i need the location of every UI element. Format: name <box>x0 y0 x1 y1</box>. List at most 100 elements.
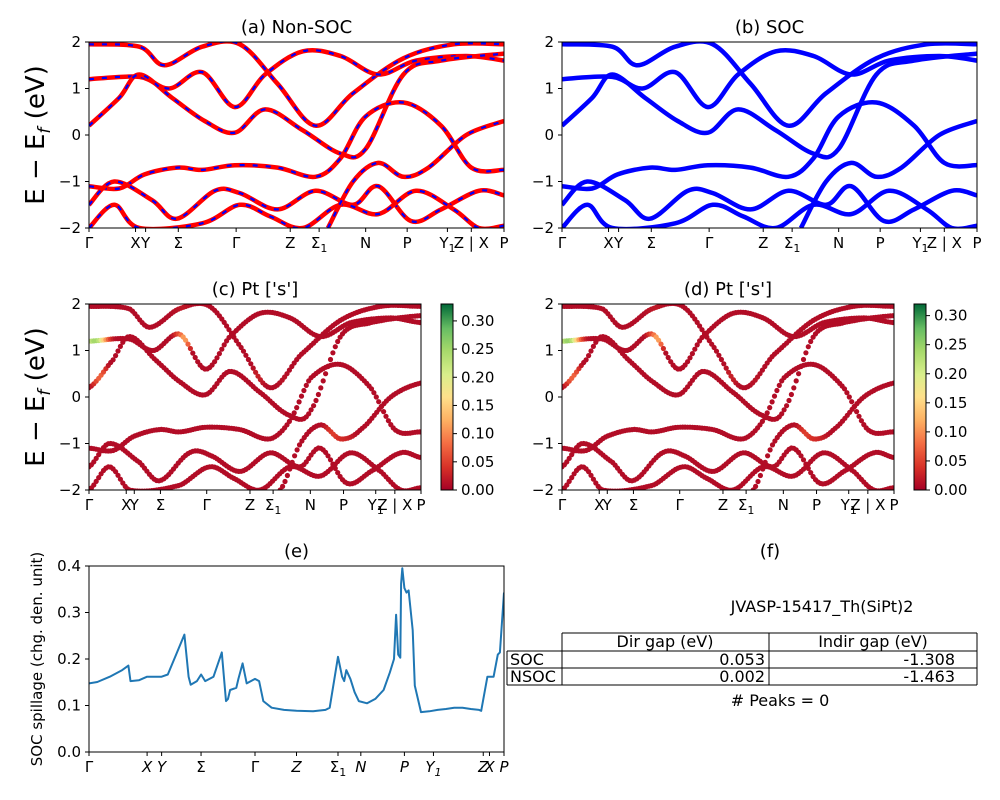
projection-point <box>219 346 225 352</box>
table-cell-nsoc-dir: 0.002 <box>719 667 765 686</box>
projection-point <box>854 409 860 415</box>
projection-point <box>226 327 232 333</box>
projection-point <box>315 391 321 398</box>
panel-a-nonsoc-bands: (a) Non-SOC −2 −1 0 1 2 Γ X Y Σ Γ Z Σ1 N P Y1Z | X P <box>59 17 509 255</box>
colorbar-tick-label: 0.10 <box>461 425 494 443</box>
panel-e-xtick-label: X <box>483 758 495 776</box>
colorbar-tick-label: 0.25 <box>934 336 967 354</box>
band-line-nonsoc-dash <box>89 49 504 109</box>
projection-point <box>767 405 773 411</box>
projection-point <box>663 350 669 356</box>
projection-point <box>798 453 804 459</box>
band-line-soc <box>562 188 977 228</box>
panel-b-xtick-label: P <box>876 234 885 252</box>
panel-c-xtick-label: P <box>339 496 348 514</box>
projection-point <box>376 399 382 405</box>
energy-ylabel-middle: E − Ef (eV) <box>21 327 55 467</box>
projection-point <box>96 452 102 458</box>
projection-point <box>569 452 575 458</box>
panel-b-xtick-label: Y <box>613 234 624 252</box>
projection-point <box>117 476 123 482</box>
band-line-soc <box>798 118 977 228</box>
projection-point <box>757 472 764 479</box>
panel-d-xtick-label: Y <box>602 496 613 514</box>
projection-point <box>417 380 421 386</box>
projection-point <box>890 485 894 490</box>
projection-point <box>590 476 597 482</box>
panel-a-plot-area <box>89 42 504 228</box>
projection-point <box>697 323 703 329</box>
panel-c-xtick-label: Σ <box>156 496 165 514</box>
panel-d-plot-area <box>562 304 894 490</box>
projection-point <box>368 386 375 392</box>
panel-d-xtick-label: Z | X <box>850 496 885 514</box>
panel-e-ylabel: SOC spillage (chg. den. unit) <box>28 552 46 767</box>
projection-point <box>586 353 592 359</box>
panel-d-frame <box>561 303 895 491</box>
panel-d-ytick-label: −2 <box>532 481 554 499</box>
projection-point <box>323 371 329 377</box>
panel-d-ytick-label: −1 <box>532 435 554 453</box>
panel-c-ytick-label: 1 <box>71 342 81 360</box>
panel-e-title: (e) <box>284 541 309 562</box>
projection-point <box>796 371 802 377</box>
projection-point <box>588 348 594 354</box>
panel-e-xtick-label: Z <box>290 758 302 776</box>
panel-e-xtick-label: Z <box>477 758 489 776</box>
panel-b-xtick-label: Σ1 <box>784 234 800 255</box>
projection-point <box>786 397 792 404</box>
projection-point <box>253 369 259 375</box>
projection-point <box>320 378 326 384</box>
panel-c-xtick-label: Γ <box>203 496 212 514</box>
panel-e-ytick-label: 0.3 <box>57 604 81 622</box>
panel-a-xtick-label: P <box>499 234 508 252</box>
projection-point <box>385 418 391 424</box>
panel-b-ytick-label: −2 <box>532 219 554 237</box>
panel-d-xtick-label: X <box>594 496 604 514</box>
projection-point <box>803 350 809 356</box>
panel-a-xtick-label: Σ1 <box>311 234 327 255</box>
panel-c-plot-area <box>89 304 421 490</box>
panel-d-ytick-label: 0 <box>544 388 554 406</box>
projection-point <box>335 338 341 345</box>
colorbar-tick-label: 0.30 <box>461 312 494 330</box>
material-id: JVASP-15417_Th(SiPt)2 <box>730 597 914 617</box>
projection-point <box>762 459 768 465</box>
projection-point <box>417 429 421 435</box>
projection-point <box>287 466 293 472</box>
projection-point <box>240 348 247 354</box>
gap-table: Dir gap (eV) Indir gap (eV) SOC 0.053 -1… <box>506 632 978 686</box>
panel-a-ytick-label: 0 <box>71 126 81 144</box>
projection-point <box>289 459 295 465</box>
projection-point <box>190 350 196 356</box>
projection-point <box>660 345 667 352</box>
panel-d-xtick-label: Σ1 <box>738 496 754 517</box>
colorbar-tick-label: 0.00 <box>934 481 967 499</box>
projection-point <box>800 356 807 363</box>
panel-d-title: (d) Pt ['s'] <box>684 279 772 300</box>
projection-point <box>656 337 662 343</box>
panel-b-xtick-label: P <box>972 234 981 252</box>
colorbar-tick-label: 0.20 <box>934 365 967 383</box>
panel-c-xtick-label: Γ <box>85 496 94 514</box>
colorbar-gradient <box>440 303 454 491</box>
projection-point <box>294 447 300 453</box>
projection-point <box>769 442 776 448</box>
projection-point <box>117 343 123 349</box>
panel-c-xtick-label: Y <box>129 496 140 514</box>
projection-point <box>286 418 292 424</box>
projection-point <box>718 356 725 363</box>
panel-a-xtick-label: Y1 <box>438 234 455 255</box>
projection-point <box>294 405 300 411</box>
projection-point <box>381 409 387 415</box>
projection-point <box>771 393 778 399</box>
projection-point <box>767 447 773 453</box>
panel-d-xtick-label: Y1 <box>840 496 857 517</box>
table-cell-nsoc-indir: -1.463 <box>903 667 955 686</box>
panel-a-ytick-label: 2 <box>71 33 81 51</box>
projection-point <box>301 387 307 394</box>
panel-d-xtick-label: Σ <box>629 496 638 514</box>
panel-c-frame <box>88 303 422 491</box>
projection-point <box>723 365 729 371</box>
